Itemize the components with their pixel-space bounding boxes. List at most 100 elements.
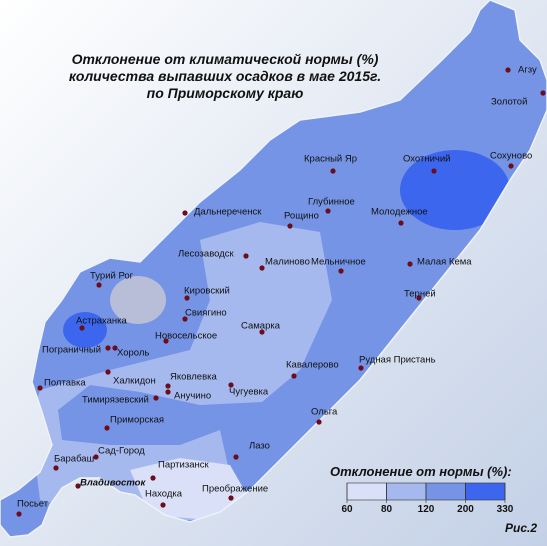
city-label: Владивосток <box>80 478 146 489</box>
title-line: количества выпавших осадков в мае 2015г. <box>69 68 381 84</box>
city-marker <box>407 261 413 267</box>
city-label: Новосельское <box>155 331 217 342</box>
city-marker <box>104 425 110 431</box>
title: Отклонение от климатической нормы (%)кол… <box>69 51 381 101</box>
city-label: Барабаш <box>54 454 94 465</box>
city-marker <box>182 210 188 216</box>
legend-swatch <box>346 482 387 501</box>
city-marker <box>291 373 297 379</box>
city-label: Малая Кема <box>417 257 472 268</box>
legend-swatch <box>465 482 506 501</box>
city-marker <box>228 382 234 388</box>
city-marker <box>259 265 265 271</box>
city-marker <box>330 168 336 174</box>
zone-200-330 <box>400 150 510 230</box>
city-label: Посьет <box>17 499 49 510</box>
city-marker <box>316 419 322 425</box>
city-label: Сохуново <box>490 151 532 162</box>
city-label: Кавалерово <box>286 360 339 371</box>
city-marker <box>182 316 188 322</box>
city-marker <box>112 345 118 351</box>
city-marker <box>150 475 156 481</box>
city-marker <box>259 329 265 335</box>
zone-low <box>110 276 166 324</box>
city-label: Кировский <box>184 286 230 297</box>
city-marker <box>325 208 331 214</box>
city-label: Терней <box>404 289 436 300</box>
zone-200-330 <box>63 312 107 348</box>
city-label: Золотой <box>491 97 527 108</box>
city-label: Агзу <box>518 65 537 76</box>
city-label: Астраханка <box>76 316 128 327</box>
city-marker <box>105 345 111 351</box>
city-marker <box>287 223 293 229</box>
city-label: Глубинное <box>308 197 355 208</box>
city-label: Ольга <box>311 407 338 418</box>
city-label: Партизанск <box>158 460 209 471</box>
legend-tick-label: 330 <box>497 504 514 515</box>
city-marker <box>243 253 249 259</box>
zone-80-120 <box>30 222 332 520</box>
legend-tick-label: 120 <box>418 504 435 515</box>
legend-tick-label: 200 <box>457 504 474 515</box>
zone-60-80 <box>130 458 250 520</box>
city-label: Красный Яр <box>304 154 357 165</box>
city-marker <box>398 220 404 226</box>
city-marker <box>96 282 102 288</box>
legend: Отклонение от нормы (%): 60 80 120 200 330 <box>330 464 514 515</box>
city-marker <box>165 389 171 395</box>
legend-tick-label: 60 <box>341 504 353 515</box>
city-label: Приморская <box>110 415 164 426</box>
city-marker <box>93 454 99 460</box>
city-label: Лазо <box>249 441 270 452</box>
city-marker <box>228 495 234 501</box>
city-marker <box>160 502 166 508</box>
city-label: Преображение <box>202 484 268 495</box>
city-label: Малиново <box>265 257 310 268</box>
city-marker <box>338 268 344 274</box>
title-line: по Приморскому краю <box>147 85 304 101</box>
legend-tick-label: 80 <box>381 504 393 515</box>
city-marker <box>431 168 437 174</box>
city-label: Рудная Пристань <box>359 355 436 366</box>
city-label: Лесозаводск <box>178 249 234 260</box>
legend-swatch <box>425 482 466 501</box>
cities: Агзу Золотой Сохуново Охотничий Красный Яр Гл… <box>16 65 546 517</box>
city-marker <box>79 325 85 331</box>
city-marker <box>16 511 22 517</box>
city-marker <box>165 383 171 389</box>
city-label: Самарка <box>241 321 281 332</box>
city-label: Пограничный <box>42 345 101 356</box>
city-marker <box>508 163 514 169</box>
city-marker <box>184 295 190 301</box>
city-label: Чугуевка <box>229 387 269 398</box>
title-line: Отклонение от климатической нормы (%) <box>72 51 379 67</box>
city-label: Охотничий <box>403 154 450 165</box>
city-marker <box>358 365 364 371</box>
city-marker <box>540 90 546 96</box>
city-label: Находка <box>145 489 183 500</box>
city-label: Рощино <box>284 211 319 222</box>
city-marker <box>37 385 43 391</box>
legend-title: Отклонение от нормы (%): <box>330 464 512 479</box>
legend-swatch <box>386 482 427 501</box>
figure-label: Рис.2 <box>505 521 537 535</box>
city-label: Молодежное <box>371 207 428 218</box>
city-marker <box>163 338 169 344</box>
city-label: Турий Рог <box>90 271 134 282</box>
city-label: Анучино <box>174 391 211 402</box>
city-label: Халкидон <box>113 376 156 387</box>
city-label: Полтавка <box>44 378 86 389</box>
city-marker <box>75 483 81 489</box>
city-marker <box>233 454 239 460</box>
city-label: Свиягино <box>185 308 227 319</box>
city-marker <box>416 295 422 301</box>
city-marker <box>153 395 159 401</box>
city-marker <box>53 465 59 471</box>
city-marker <box>505 67 511 73</box>
city-label: Мельничное <box>311 257 366 268</box>
city-label: Яковлевка <box>170 372 217 383</box>
city-marker <box>105 369 111 375</box>
city-label: Сад-Город <box>98 446 145 457</box>
